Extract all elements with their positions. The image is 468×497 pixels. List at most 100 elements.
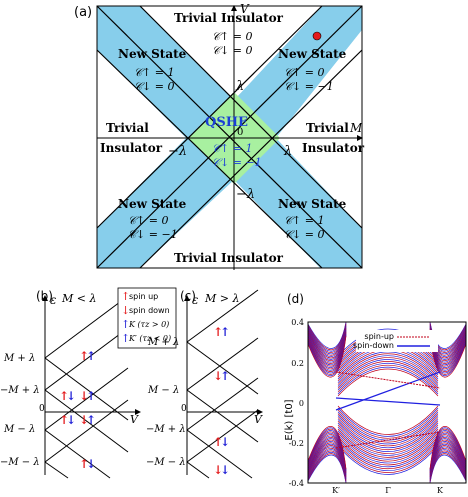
level-line (186, 377, 259, 431)
level-line (44, 367, 129, 431)
ytick-label: -0.2 (289, 439, 304, 448)
spin-down-arrow: ↓ (66, 389, 76, 403)
trivial-bottom-title: Trivial Insulator (174, 251, 284, 265)
panel-b-ylabel-3: M − λ (3, 424, 35, 435)
lambda-right: λ (283, 144, 292, 159)
level-line (44, 327, 129, 391)
qshe-c-down: 𝒞↓ = −1 (212, 156, 262, 169)
new-state-tl-title: New State (118, 47, 187, 61)
ytick-label: 0 (299, 399, 304, 408)
qshe-c-up: 𝒞↑ = 1 (212, 142, 252, 155)
boundary-line (139, 5, 363, 229)
level-line (44, 399, 129, 463)
spin-up-arrow: ↑ (213, 325, 223, 339)
ytick-label: -0.4 (289, 479, 304, 488)
legend-up-arrow: ↑ (121, 290, 130, 303)
level-line (186, 429, 253, 479)
legend-k-minus: K′ (τz < 0) (128, 334, 171, 343)
spin-up-arrow: ↑ (86, 349, 96, 363)
v-axis-label: V (240, 2, 250, 16)
neg-lambda-left: −λ (168, 144, 187, 159)
band-curve (335, 431, 441, 449)
panel-a-frame (96, 5, 363, 269)
spin-down-arrow: ↓ (79, 413, 89, 427)
level-line (186, 341, 259, 395)
legend-k-arrow: ↑ (121, 318, 130, 331)
spin-down-arrow: ↓ (220, 435, 230, 449)
panel-c-ylabel-4: −M − λ (146, 457, 186, 468)
white-right (276, 30, 362, 228)
panel-c-ylabel-3: M − λ (147, 385, 179, 396)
legend-spin-down: spin down (129, 306, 170, 315)
spin-up-arrow: ↑ (59, 413, 69, 427)
panel-d-ylabel: E(k) [t0] (284, 399, 295, 440)
panel-c-arrows: ↑ ↑ ↓ ↑ ↑ ↓ ↓ ↓ (213, 325, 230, 477)
boundary-line (96, 49, 323, 269)
new-state-bl-c-up: 𝒞↑ = 0 (128, 214, 168, 227)
spin-down-arrow: ↓ (220, 463, 230, 477)
spin-up-arrow: ↑ (86, 413, 96, 427)
level-line (44, 357, 129, 421)
band-curve (335, 397, 441, 406)
ytick-label: 0.2 (291, 359, 304, 368)
level-line (44, 389, 129, 453)
new-state-tr-c-up: 𝒞↑ = 0 (284, 66, 324, 79)
panel-c: (c) ε M > λ V 0 M + λ −M + λ M − λ −M − … (146, 289, 263, 479)
spin-legend: ↑ spin up ↓ spin down ↑ K (τz > 0) ↑ K′ … (117, 287, 177, 349)
level-line (44, 429, 111, 479)
legend-box (117, 287, 177, 349)
new-state-bl-title: New State (118, 197, 187, 211)
spin-up-arrow: ↑ (86, 389, 96, 403)
ytick-label: 0.4 (291, 318, 304, 327)
band-curve (335, 371, 441, 411)
white-left (97, 50, 186, 228)
panel-c-cond: M > λ (204, 292, 239, 305)
trivial-top-c-down: 𝒞↓ = 0 (212, 44, 252, 57)
qshe-title: QSHE (205, 115, 248, 130)
band-curve (307, 405, 467, 470)
trivial-left-1: Trivial (106, 121, 149, 135)
new-state-br-c-down: 𝒞↓ = 0 (284, 228, 324, 241)
new-state-br-c-up: 𝒞↑ = 1 (284, 214, 324, 227)
level-line (186, 389, 259, 443)
panel-b: (b) ε M < λ V 0 M + λ −M + λ M − λ −M − … (0, 289, 141, 479)
spin-down-arrow: ↓ (79, 389, 89, 403)
white-top (140, 6, 322, 100)
panel-b-eps-label: ε (50, 293, 56, 307)
spin-down-arrow: ↓ (86, 457, 96, 471)
boundary-line (96, 5, 323, 229)
xtick-label: K (437, 486, 444, 493)
origin-label: 0 (237, 127, 243, 138)
level-line (44, 461, 69, 479)
boundary-line (139, 49, 363, 269)
new-state-tl-c-up: 𝒞↑ = 1 (134, 66, 174, 79)
panel-c-eps-label: ε (192, 293, 198, 307)
lambda-top: λ (235, 79, 244, 94)
panel-c-origin: 0 (181, 404, 187, 414)
panel-b-arrows: ↑ ↑ ↓ ↑ ↑ ↓ ↑ ↓ ↓ ↑ ↑ ↓ (59, 349, 96, 471)
panel-a: (a) V M 0 λ λ −λ −λ QSHE 𝒞↑ = 1 𝒞↓ = −1 … (74, 2, 365, 270)
m-axis-label: M (349, 121, 363, 135)
panel-d-bands (307, 321, 467, 484)
level-line (186, 337, 259, 391)
panel-d: (d) E(k) [t0] 0.4 0.2 0 -0.2 -0.4 K′ Γ K… (284, 292, 467, 495)
level-line (186, 461, 210, 479)
spin-up-arrow: ↑ (213, 435, 223, 449)
new-state-tr-title: New State (278, 47, 347, 61)
level-line (44, 295, 129, 359)
panel-b-ylabel-2: −M + λ (0, 385, 40, 396)
panel-c-ylabel-1: M + λ (147, 337, 179, 348)
band-curve (307, 440, 467, 482)
spin-up-arrow: ↑ (79, 349, 89, 363)
boundary-line (96, 5, 363, 269)
xtick-label: Γ (385, 486, 391, 493)
trivial-top-c-up: 𝒞↑ = 0 (212, 30, 252, 43)
spin-down-arrow: ↓ (66, 413, 76, 427)
trivial-left-2: Insulator (100, 141, 163, 155)
white-bottom (140, 180, 320, 268)
trivial-top-title: Trivial Insulator (174, 11, 284, 25)
xtick-label: K′ (332, 486, 340, 493)
trivial-right-1: Trivial (306, 121, 349, 135)
red-dot (312, 31, 322, 41)
